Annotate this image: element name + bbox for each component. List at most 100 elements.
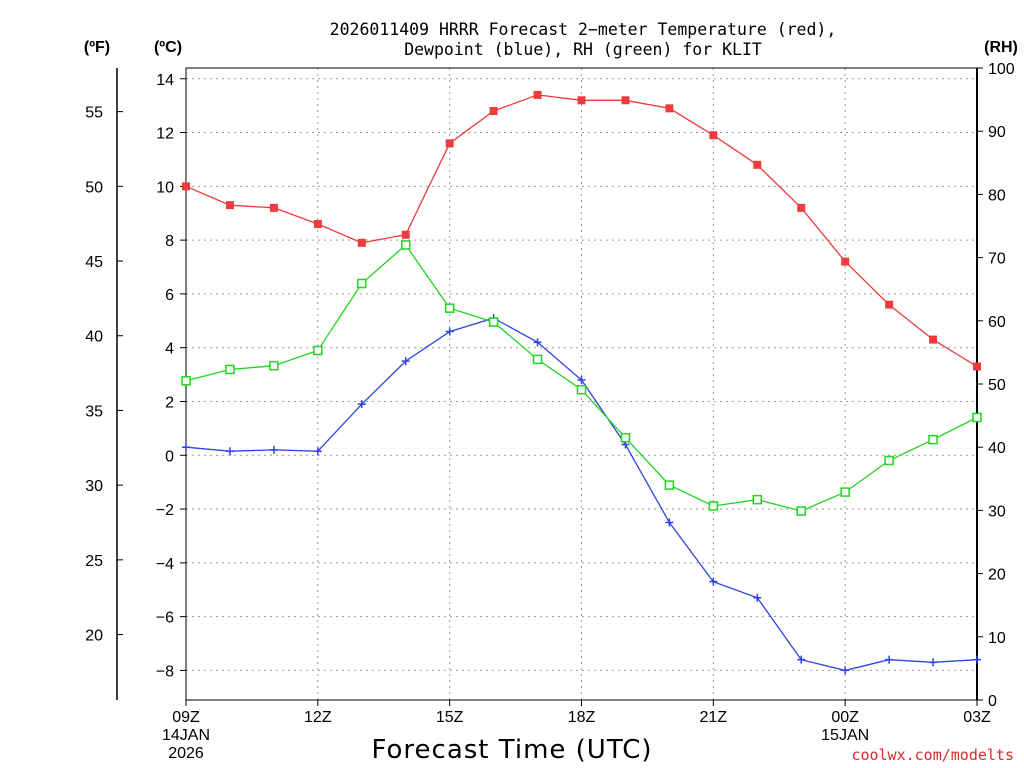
chart-title-line-2: Dewpoint (blue), RH (green) for KLIT (404, 40, 762, 59)
dewpoint-point (753, 593, 762, 602)
rh-point (532, 354, 543, 365)
rh-point (181, 376, 191, 386)
celsius-tick-label: −2 (156, 502, 174, 519)
dewpoint-point (841, 666, 850, 675)
rh-point (488, 317, 499, 327)
rh-tick-label: 100 (988, 61, 1015, 78)
rh-point (357, 278, 367, 289)
chart-title-line-1: 2026011409 HRRR Forecast 2−meter Tempera… (330, 20, 837, 39)
temperature-point (445, 139, 454, 148)
rh-point (884, 455, 894, 466)
rh-point (796, 506, 806, 516)
tick-labels: −8 −6 −4 −2 0 2 4 6 8 10 12 14 20 25 30 35 40 45 50 55 0 10 20… (85, 61, 1015, 762)
grid-lines (186, 68, 977, 700)
dewpoint-point (357, 400, 366, 409)
rh-point (269, 360, 279, 371)
rh-point (400, 240, 411, 250)
temperature-point (885, 300, 894, 309)
fahrenheit-tick-label: 45 (85, 254, 103, 271)
dewpoint-point (577, 375, 586, 384)
rh-point (444, 303, 455, 313)
rh-point (752, 494, 763, 505)
dewpoint-point (533, 338, 542, 347)
rh-tick-label: 40 (988, 440, 1006, 457)
celsius-tick-label: −6 (156, 610, 174, 627)
rh-tick-label: 70 (988, 251, 1006, 268)
rh-tick-label: 50 (988, 377, 1006, 394)
data-series (181, 90, 982, 675)
dewpoint-point (401, 357, 410, 366)
rh-tick-label: 0 (988, 693, 997, 710)
temperature-point (621, 96, 630, 105)
rh-unit-label: (RH) (984, 39, 1018, 56)
celsius-tick-label: 10 (156, 179, 174, 196)
dewpoint-point (665, 518, 674, 527)
rh-tick-label: 30 (988, 503, 1006, 520)
fahrenheit-tick-label: 25 (85, 553, 103, 570)
fahrenheit-tick-label: 35 (85, 403, 103, 420)
dewpoint-point (313, 447, 322, 456)
celsius-tick-label: 6 (165, 287, 174, 304)
dewpoint-point (182, 443, 190, 452)
fahrenheit-tick-label: 55 (85, 105, 103, 122)
temperature-point (665, 104, 674, 113)
fahrenheit-tick-label: 20 (85, 628, 103, 645)
temperature-point (709, 131, 718, 140)
credit-link[interactable]: coolwx.com/modelts (851, 746, 1014, 764)
dewpoint-point (225, 447, 234, 456)
temperature-point (753, 160, 762, 169)
x-tick-label: 09Z (172, 709, 200, 726)
date-label: 2026 (168, 745, 204, 762)
dewpoint-point (445, 327, 454, 336)
date-label: 15JAN (821, 727, 869, 744)
temperature-point (357, 238, 366, 247)
celsius-tick-label: 4 (165, 341, 174, 358)
rh-tick-label: 90 (988, 124, 1006, 141)
rh-point (664, 480, 675, 490)
temperature-point (577, 96, 586, 105)
rh-point (840, 487, 850, 497)
x-tick-label: 15Z (436, 709, 464, 726)
dewpoint-point (885, 655, 894, 664)
temperature-point (489, 107, 498, 116)
rh-point (928, 434, 938, 445)
date-label: 14JAN (162, 727, 210, 744)
rh-point (313, 345, 323, 356)
celsius-tick-label: 12 (156, 126, 174, 143)
rh-tick-label: 80 (988, 187, 1006, 204)
celsius-tick-label: 0 (165, 448, 174, 465)
celsius-tick-label: −4 (156, 556, 174, 573)
rh-point (620, 432, 631, 443)
temperature-point (929, 335, 938, 344)
temperature-point (841, 257, 850, 266)
rh-tick-label: 20 (988, 567, 1006, 584)
rh-tick-label: 10 (988, 630, 1006, 647)
celsius-tick-label: −8 (156, 663, 174, 680)
plot-frame (185, 67, 978, 701)
fahrenheit-tick-label: 50 (85, 179, 103, 196)
celsius-tick-label: 2 (165, 394, 174, 411)
dewpoint-point (797, 655, 806, 664)
temperature-point (797, 203, 806, 212)
temperature-point (313, 219, 322, 228)
celsius-tick-label: 14 (156, 72, 174, 89)
x-tick-label: 03Z (963, 709, 991, 726)
celsius-tick-label: 8 (165, 233, 174, 250)
x-axis-title: Forecast Time (UTC) (371, 735, 652, 765)
axes (116, 67, 983, 706)
x-tick-label: 18Z (568, 709, 596, 726)
rh-point (708, 501, 719, 511)
celsius-unit-label: (ºC) (154, 39, 182, 56)
rh-point (225, 364, 235, 375)
fahrenheit-tick-label: 40 (85, 329, 103, 346)
dewpoint-point (973, 655, 981, 664)
fahrenheit-tick-label: 30 (85, 478, 103, 495)
x-tick-label: 21Z (700, 709, 728, 726)
temperature-point (401, 230, 410, 239)
dewpoint-point (269, 445, 278, 454)
rh-point (972, 412, 982, 423)
x-tick-label: 00Z (831, 709, 859, 726)
fahrenheit-unit-label: (ºF) (84, 39, 110, 56)
x-tick-label: 12Z (304, 709, 332, 726)
